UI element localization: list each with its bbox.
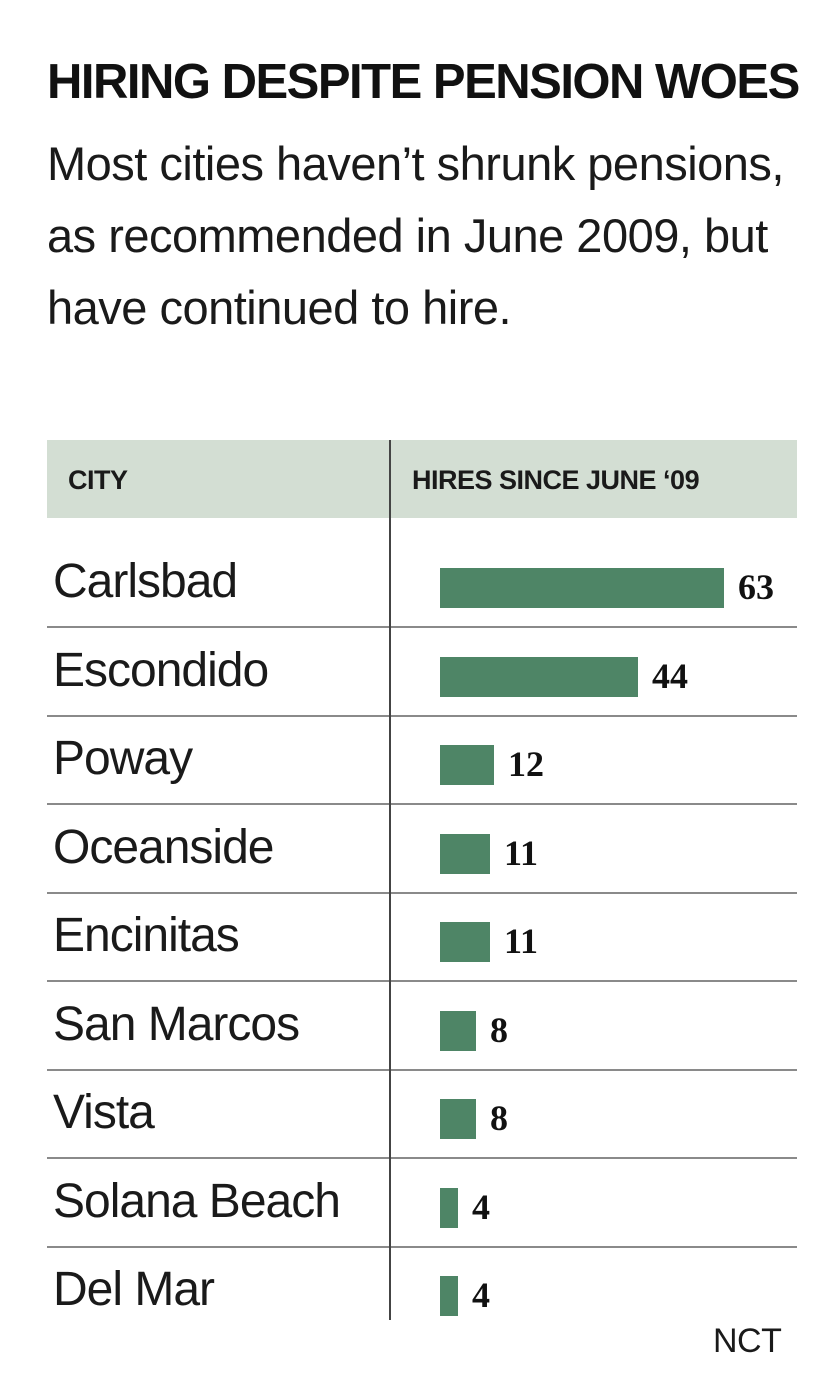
- table-header-band: [47, 440, 797, 518]
- bar-oceanside: [440, 833, 490, 874]
- table-row-solana-beach: Solana Beach 4: [47, 1160, 797, 1248]
- value-label: 4: [472, 1186, 490, 1227]
- row-separator: [47, 980, 797, 982]
- table-row-encinitas: Encinitas 11: [47, 894, 797, 982]
- table-row-poway: Poway 12: [47, 717, 797, 805]
- bar-escondido: [440, 656, 638, 697]
- row-separator: [47, 891, 797, 894]
- value-label: 8: [490, 1098, 508, 1138]
- bar-vista: [440, 1099, 476, 1139]
- city-label: Del Mar: [53, 1263, 215, 1316]
- bar-carlsbad: [440, 568, 724, 608]
- table-row-vista: Vista 8: [47, 1071, 797, 1159]
- value-label: 63: [738, 567, 774, 607]
- city-label: Encinitas: [53, 909, 240, 962]
- row-separator: [47, 1068, 797, 1071]
- table-row-del-mar: Del Mar 4: [47, 1248, 797, 1336]
- chart-subtitle: Most cities haven’t shrunk pensions, as …: [47, 137, 784, 334]
- table-row-carlsbad: Carlsbad 63: [47, 540, 797, 628]
- city-label: Solana Beach: [53, 1174, 341, 1228]
- value-label: 4: [472, 1275, 490, 1315]
- column-header-city: CITY: [68, 465, 128, 495]
- value-label: 11: [504, 832, 539, 873]
- row-separator: [47, 1245, 797, 1248]
- row-separator: [47, 626, 797, 628]
- city-label: Oceanside: [53, 820, 274, 874]
- column-divider: [389, 440, 391, 1320]
- table-row-escondido: Escondido 44: [47, 629, 797, 717]
- value-label: 11: [504, 921, 539, 961]
- value-label: 8: [490, 1009, 508, 1050]
- bar-san-marcos: [440, 1010, 476, 1051]
- city-label: San Marcos: [53, 997, 300, 1051]
- bar-del-mar: [440, 1276, 458, 1316]
- column-header-hires: HIRES SINCE JUNE ‘09: [412, 465, 700, 495]
- city-label: Escondido: [53, 643, 269, 697]
- table-row-oceanside: Oceanside 11: [47, 806, 797, 894]
- city-label: Vista: [53, 1086, 155, 1139]
- city-label: Carlsbad: [53, 555, 238, 608]
- row-separator: [47, 803, 797, 805]
- value-label: 12: [508, 744, 544, 784]
- chart-title: HIRING DESPITE PENSION WOES: [47, 55, 800, 109]
- table-row-san-marcos: San Marcos 8: [47, 983, 797, 1071]
- city-label: Poway: [53, 732, 193, 785]
- bar-poway: [440, 745, 494, 785]
- source-credit: NCT: [713, 1322, 782, 1360]
- value-label: 44: [652, 655, 688, 696]
- bar-encinitas: [440, 922, 490, 962]
- row-separator: [47, 1157, 797, 1159]
- bar-solana-beach: [440, 1187, 458, 1228]
- row-separator: [47, 714, 797, 717]
